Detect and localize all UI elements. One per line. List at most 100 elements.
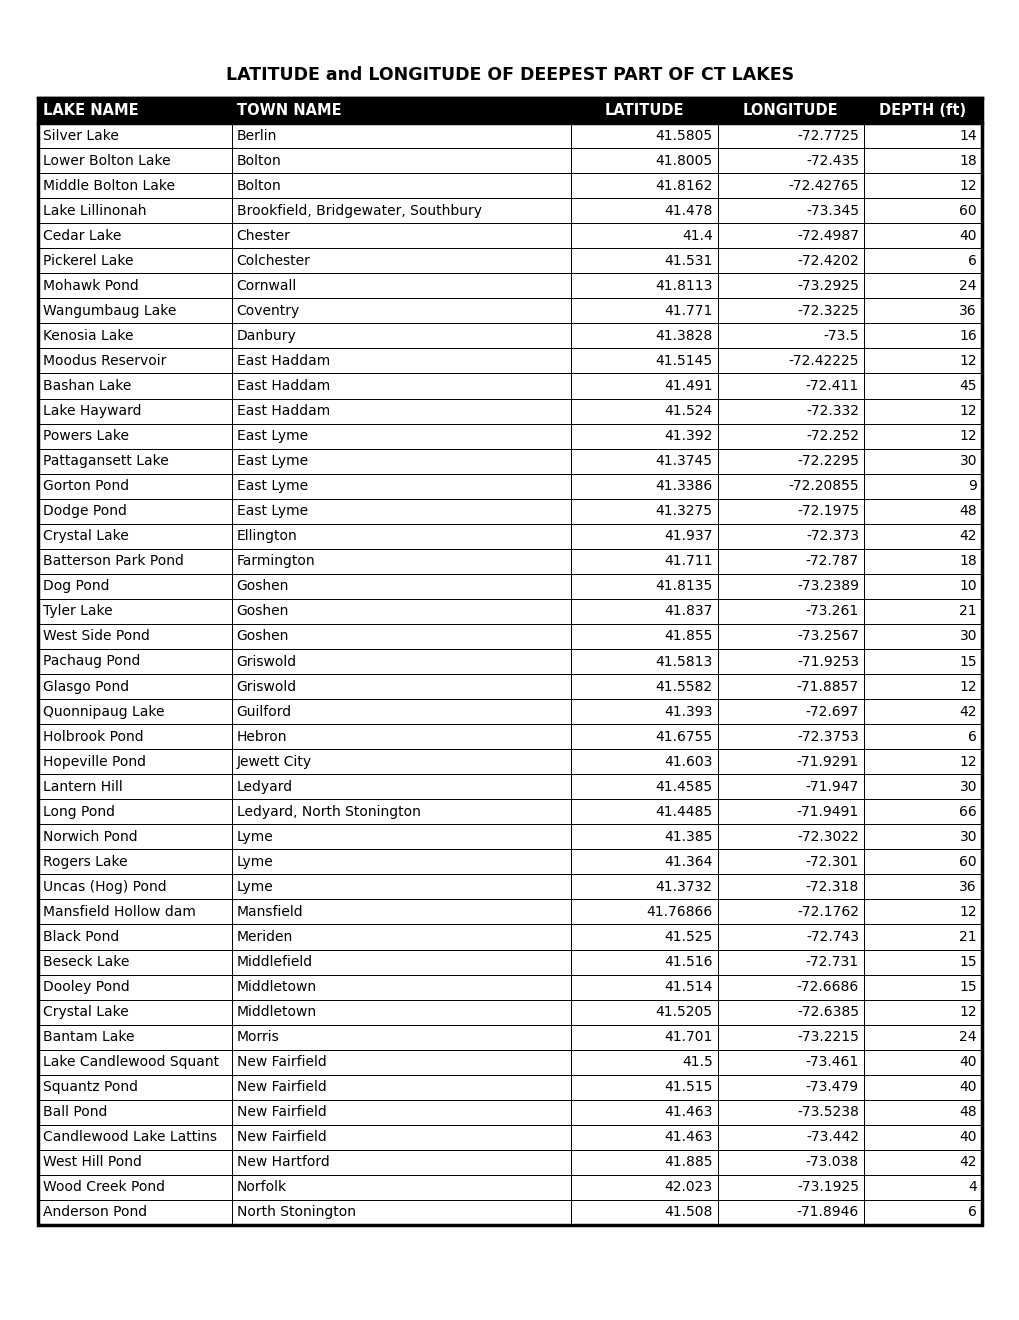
Text: East Haddam: East Haddam xyxy=(236,404,329,418)
Text: 41.491: 41.491 xyxy=(663,379,712,393)
Bar xyxy=(717,123,863,148)
Bar xyxy=(863,849,981,874)
Bar xyxy=(38,649,231,675)
Text: 42.023: 42.023 xyxy=(664,1180,712,1195)
Text: 41.531: 41.531 xyxy=(663,253,712,268)
Bar xyxy=(231,323,571,348)
Bar xyxy=(863,98,981,123)
Bar xyxy=(231,675,571,700)
Text: -72.301: -72.301 xyxy=(805,855,858,869)
Text: -73.2389: -73.2389 xyxy=(796,579,858,594)
Bar xyxy=(717,248,863,273)
Bar xyxy=(863,524,981,549)
Bar xyxy=(571,1200,717,1225)
Bar xyxy=(231,298,571,323)
Bar xyxy=(717,700,863,725)
Bar xyxy=(38,1150,231,1175)
Text: Chester: Chester xyxy=(236,228,290,243)
Bar xyxy=(38,999,231,1024)
Bar xyxy=(38,348,231,374)
Text: Middletown: Middletown xyxy=(236,979,316,994)
Text: Ledyard, North Stonington: Ledyard, North Stonington xyxy=(236,805,420,818)
Text: -73.1925: -73.1925 xyxy=(796,1180,858,1195)
Bar xyxy=(863,924,981,949)
Text: North Stonington: North Stonington xyxy=(236,1205,356,1220)
Text: -72.1762: -72.1762 xyxy=(796,906,858,919)
Bar xyxy=(863,148,981,173)
Bar xyxy=(717,499,863,524)
Bar xyxy=(717,323,863,348)
Bar xyxy=(863,1100,981,1125)
Bar xyxy=(38,750,231,775)
Bar xyxy=(717,849,863,874)
Bar xyxy=(863,323,981,348)
Bar xyxy=(863,700,981,725)
Bar xyxy=(38,449,231,474)
Text: Coventry: Coventry xyxy=(236,304,300,318)
Text: 12: 12 xyxy=(959,429,976,444)
Bar xyxy=(571,624,717,649)
Text: East Lyme: East Lyme xyxy=(236,504,308,519)
Bar xyxy=(717,1175,863,1200)
Bar xyxy=(717,999,863,1024)
Text: 41.8162: 41.8162 xyxy=(654,178,712,193)
Bar xyxy=(717,799,863,824)
Text: 41.701: 41.701 xyxy=(663,1030,712,1044)
Text: West Side Pond: West Side Pond xyxy=(43,630,150,643)
Text: 42: 42 xyxy=(959,529,976,544)
Text: Pattagansett Lake: Pattagansett Lake xyxy=(43,454,168,469)
Bar xyxy=(717,273,863,298)
Text: Tyler Lake: Tyler Lake xyxy=(43,605,112,618)
Bar xyxy=(231,624,571,649)
Bar xyxy=(863,824,981,849)
Bar xyxy=(38,574,231,599)
Bar xyxy=(38,148,231,173)
Bar xyxy=(863,1125,981,1150)
Bar xyxy=(717,98,863,123)
Bar xyxy=(231,974,571,999)
Text: 12: 12 xyxy=(959,354,976,368)
Text: Lyme: Lyme xyxy=(236,855,273,869)
Bar xyxy=(38,974,231,999)
Bar xyxy=(38,824,231,849)
Bar xyxy=(38,899,231,924)
Text: Danbury: Danbury xyxy=(236,329,296,343)
Text: 41.8113: 41.8113 xyxy=(654,279,712,293)
Bar xyxy=(571,173,717,198)
Bar xyxy=(38,1024,231,1049)
Bar xyxy=(231,924,571,949)
Text: -71.9291: -71.9291 xyxy=(796,755,858,768)
Text: -73.2925: -73.2925 xyxy=(796,279,858,293)
Text: Norfolk: Norfolk xyxy=(236,1180,286,1195)
Bar xyxy=(38,323,231,348)
Bar xyxy=(231,449,571,474)
Bar xyxy=(571,1024,717,1049)
Text: Glasgo Pond: Glasgo Pond xyxy=(43,680,129,693)
Bar xyxy=(38,1074,231,1100)
Text: -73.2567: -73.2567 xyxy=(796,630,858,643)
Text: -72.6686: -72.6686 xyxy=(796,979,858,994)
Text: 6: 6 xyxy=(967,253,976,268)
Text: -73.261: -73.261 xyxy=(805,605,858,618)
Text: -72.6385: -72.6385 xyxy=(796,1005,858,1019)
Bar xyxy=(717,624,863,649)
Bar xyxy=(571,924,717,949)
Bar xyxy=(863,123,981,148)
Text: Farmington: Farmington xyxy=(236,554,315,569)
Bar xyxy=(717,599,863,624)
Text: 18: 18 xyxy=(958,554,976,569)
Text: 24: 24 xyxy=(959,1030,976,1044)
Text: Bantam Lake: Bantam Lake xyxy=(43,1030,135,1044)
Bar xyxy=(717,223,863,248)
Text: -72.42225: -72.42225 xyxy=(788,354,858,368)
Bar xyxy=(231,223,571,248)
Text: -73.2215: -73.2215 xyxy=(796,1030,858,1044)
Bar xyxy=(231,1100,571,1125)
Bar xyxy=(571,273,717,298)
Bar xyxy=(863,1074,981,1100)
Bar xyxy=(38,624,231,649)
Bar xyxy=(571,148,717,173)
Text: 41.508: 41.508 xyxy=(663,1205,712,1220)
Text: Powers Lake: Powers Lake xyxy=(43,429,128,444)
Bar xyxy=(717,1100,863,1125)
